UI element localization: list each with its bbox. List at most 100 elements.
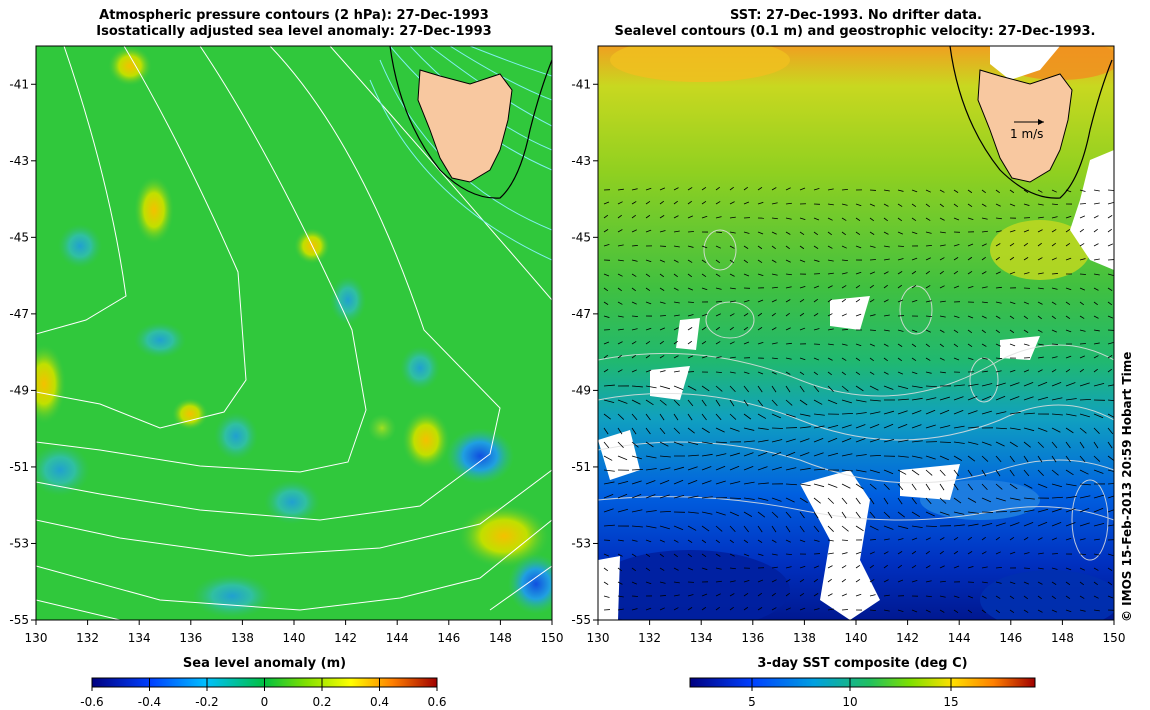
velocity-arrow: [659, 200, 665, 205]
velocity-arrow: [1065, 483, 1077, 487]
velocity-arrow: [911, 397, 923, 401]
velocity-arrow: [939, 257, 945, 261]
right-xtick-label: 132: [638, 631, 661, 645]
velocity-arrow: [1093, 413, 1104, 419]
velocity-arrow: [953, 357, 960, 361]
velocity-arrow: [743, 539, 749, 544]
velocity-arrow: [897, 258, 904, 261]
velocity-arrow: [1093, 301, 1098, 306]
velocity-arrow: [869, 385, 879, 391]
velocity-arrow: [771, 451, 782, 457]
velocity-arrow: [981, 315, 987, 319]
left-ytick-label: -43: [9, 154, 29, 168]
velocity-arrow: [869, 371, 875, 375]
velocity-arrow: [659, 215, 665, 219]
velocity-arrow: [883, 231, 889, 235]
velocity-arrow: [673, 479, 684, 485]
velocity-arrow: [995, 256, 1000, 261]
velocity-arrow: [757, 245, 763, 250]
sla-colorbar-tick-label: 0.6: [427, 695, 446, 709]
velocity-arrow: [925, 609, 931, 613]
velocity-arrow: [757, 427, 769, 430]
velocity-arrow: [1107, 427, 1114, 435]
velocity-arrow: [687, 187, 693, 191]
velocity-vectors: [603, 186, 1114, 614]
velocity-arrow: [1051, 413, 1063, 416]
velocity-arrow: [1107, 202, 1114, 205]
velocity-arrow: [981, 271, 987, 275]
velocity-arrow: [645, 259, 652, 263]
velocity-arrow: [953, 257, 959, 261]
velocity-arrow: [869, 231, 875, 235]
velocity-arrow: [897, 203, 903, 207]
velocity-arrow: [939, 550, 944, 555]
velocity-arrow: [645, 455, 657, 459]
velocity-arrow: [631, 455, 643, 460]
velocity-arrow: [1023, 329, 1029, 333]
velocity-arrow: [981, 455, 989, 462]
velocity-arrow: [869, 203, 876, 207]
velocity-arrow: [1009, 609, 1015, 614]
velocity-arrow: [1079, 553, 1086, 556]
velocity-arrow: [1009, 510, 1021, 513]
velocity-arrow: [659, 581, 666, 584]
velocity-arrow: [869, 357, 875, 362]
velocity-arrow: [631, 509, 643, 513]
velocity-arrow: [981, 230, 988, 233]
velocity-arrow: [603, 455, 613, 461]
velocity-arrow: [757, 299, 764, 303]
velocity-arrow: [967, 343, 973, 347]
velocity-arrow: [729, 231, 736, 234]
velocity-arrow: [631, 244, 638, 247]
velocity-arrow: [939, 300, 946, 303]
velocity-arrow: [967, 536, 973, 541]
velocity-arrow: [771, 525, 777, 533]
velocity-arrow: [1065, 581, 1071, 586]
velocity-arrow: [841, 385, 849, 392]
velocity-arrow: [1093, 258, 1100, 261]
velocity-arrow: [967, 595, 974, 599]
velocity-arrow: [855, 525, 864, 532]
velocity-arrow: [813, 452, 824, 457]
velocity-arrow: [995, 511, 1007, 513]
velocity-arrow: [715, 525, 723, 532]
velocity-arrow: [813, 245, 819, 249]
velocity-arrow: [995, 455, 1002, 463]
velocity-arrow: [1023, 301, 1030, 305]
velocity-arrow: [1065, 287, 1072, 291]
velocity-arrow: [897, 231, 904, 235]
velocity-arrow: [1037, 396, 1049, 401]
velocity-arrow: [967, 551, 973, 555]
velocity-arrow: [813, 497, 821, 504]
sst-warm-patches: [610, 46, 1114, 280]
velocity-arrow: [631, 427, 637, 435]
velocity-arrow: [827, 452, 839, 457]
velocity-arrow: [743, 481, 755, 485]
velocity-arrow: [1079, 595, 1085, 599]
velocity-arrow: [813, 328, 820, 331]
velocity-arrow: [1009, 301, 1016, 305]
velocity-arrow: [687, 287, 694, 291]
velocity-arrow: [911, 385, 923, 389]
velocity-arrow: [841, 578, 847, 583]
velocity-arrow: [1037, 521, 1048, 527]
velocity-arrow: [981, 483, 988, 491]
velocity-arrow: [953, 315, 960, 318]
velocity-arrow: [995, 230, 1002, 233]
right-xtick-label: 138: [793, 631, 816, 645]
velocity-arrow: [995, 522, 1006, 527]
velocity-arrow: [687, 427, 695, 434]
velocity-arrow: [799, 298, 805, 303]
right-title-line2: Sealevel contours (0.1 m) and geostrophi…: [614, 24, 1096, 39]
right-xtick-label: 134: [690, 631, 713, 645]
velocity-arrow: [1037, 229, 1043, 233]
right-ytick-label: -43: [571, 154, 591, 168]
velocity-arrow: [841, 424, 852, 429]
velocity-arrow: [757, 201, 764, 205]
velocity-arrow: [1065, 522, 1076, 527]
velocity-arrow: [967, 217, 974, 221]
velocity-arrow: [967, 566, 974, 569]
velocity-arrow: [995, 427, 1007, 430]
velocity-arrow: [841, 298, 847, 303]
velocity-arrow: [729, 399, 735, 407]
